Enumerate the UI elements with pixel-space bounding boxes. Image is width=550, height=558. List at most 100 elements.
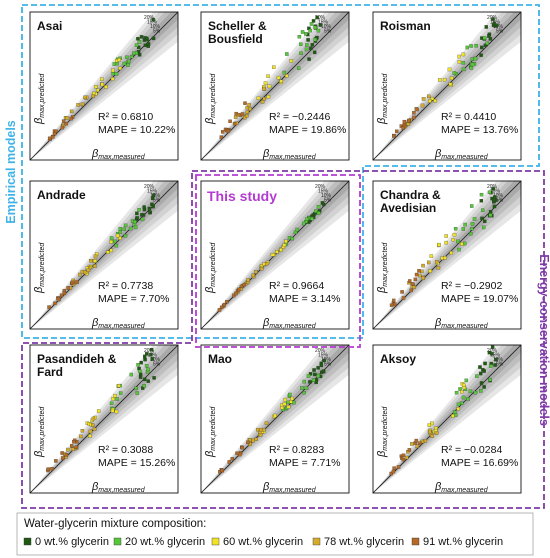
data-point: [61, 119, 66, 123]
data-point: [136, 37, 140, 41]
data-point: [447, 67, 452, 72]
panel-title: Fard: [37, 365, 63, 379]
data-point: [140, 213, 144, 217]
band-label: 5%: [496, 362, 504, 368]
band-label: 5%: [153, 198, 161, 204]
data-point: [285, 52, 289, 56]
parity-line: [30, 345, 178, 493]
data-point: [243, 115, 247, 120]
legend-label: 20 wt.% glycerin: [125, 536, 205, 548]
band-label: 15%: [318, 353, 329, 359]
data-point: [470, 226, 474, 231]
data-point: [259, 266, 264, 271]
data-point: [111, 397, 115, 401]
data-point: [488, 213, 493, 217]
data-point: [461, 227, 466, 231]
data-point: [400, 290, 404, 294]
r-squared: R² = −0.0284: [441, 444, 502, 456]
scatter-points: [389, 345, 498, 476]
data-point: [70, 280, 75, 285]
data-point: [412, 115, 416, 120]
data-point: [259, 428, 263, 432]
data-point: [316, 205, 321, 209]
data-point: [430, 421, 434, 426]
data-point: [151, 17, 155, 22]
data-point: [488, 364, 493, 368]
data-point: [230, 457, 234, 461]
data-point: [468, 389, 473, 394]
data-point: [150, 357, 154, 361]
data-point: [64, 121, 68, 126]
data-point: [123, 234, 128, 238]
plot-border: [200, 180, 350, 330]
data-point: [482, 385, 486, 389]
r-squared: R² = 0.8283: [269, 444, 324, 456]
scatter-points: [217, 201, 326, 312]
data-point: [483, 43, 488, 48]
data-point: [492, 204, 497, 209]
data-point: [109, 401, 114, 405]
band-label: 5%: [496, 29, 504, 35]
mape: MAPE = 15.26%: [98, 457, 175, 469]
data-point: [139, 35, 144, 39]
data-point: [118, 236, 122, 240]
data-point: [66, 447, 70, 452]
data-point: [488, 210, 493, 214]
data-point: [254, 437, 258, 441]
panel-title: Chandra &: [380, 188, 441, 202]
data-point: [491, 187, 495, 191]
data-point: [83, 95, 87, 100]
x-axis-label: βmax,measured: [262, 481, 317, 494]
data-point: [91, 416, 96, 421]
data-point: [286, 405, 291, 409]
scatter-points: [47, 17, 156, 141]
data-point: [109, 240, 114, 244]
data-point: [75, 280, 79, 284]
data-point: [143, 357, 147, 362]
panel-2: 20%15%10%5% Scheller &Bousfield R² = −0.24…: [200, 11, 350, 161]
data-point: [251, 438, 255, 443]
band-label: 15%: [147, 20, 158, 26]
data-point: [490, 352, 494, 356]
data-point: [89, 259, 93, 263]
energy-conservation-models-label: Energy-conservation models: [537, 254, 550, 426]
data-point: [109, 236, 114, 240]
band-label: 10%: [150, 24, 161, 30]
band-label: 15%: [318, 20, 329, 26]
data-point: [149, 353, 153, 357]
band-label: 20%: [487, 184, 498, 190]
x-axis-label: βmax,measured: [434, 317, 489, 330]
x-axis-label: βmax,measured: [434, 148, 489, 161]
data-point: [401, 457, 406, 462]
data-point: [260, 100, 265, 104]
data-point: [389, 471, 393, 476]
data-point: [83, 270, 88, 275]
data-point: [93, 254, 98, 259]
mape: MAPE = 16.69%: [441, 457, 518, 469]
data-point: [321, 369, 326, 373]
data-point: [243, 101, 247, 105]
data-point: [247, 103, 251, 107]
data-point: [313, 37, 317, 42]
data-point: [308, 380, 312, 384]
data-point: [129, 372, 133, 377]
data-point: [312, 368, 316, 372]
data-point: [473, 390, 478, 395]
data-point: [314, 209, 318, 213]
y-axis-label: βmax,predicted: [376, 242, 389, 294]
panel-title: Avedisian: [380, 201, 436, 215]
data-point: [69, 444, 74, 448]
data-point: [410, 282, 415, 286]
r-squared: R² = 0.9664: [269, 280, 324, 292]
data-point: [150, 196, 155, 201]
data-point: [136, 363, 140, 367]
data-point: [228, 119, 232, 123]
data-point: [142, 205, 146, 209]
data-point: [480, 216, 484, 221]
data-point: [297, 34, 302, 39]
data-point: [469, 44, 473, 48]
data-point: [442, 77, 447, 82]
data-point: [481, 225, 486, 230]
band-label: 15%: [318, 189, 329, 195]
